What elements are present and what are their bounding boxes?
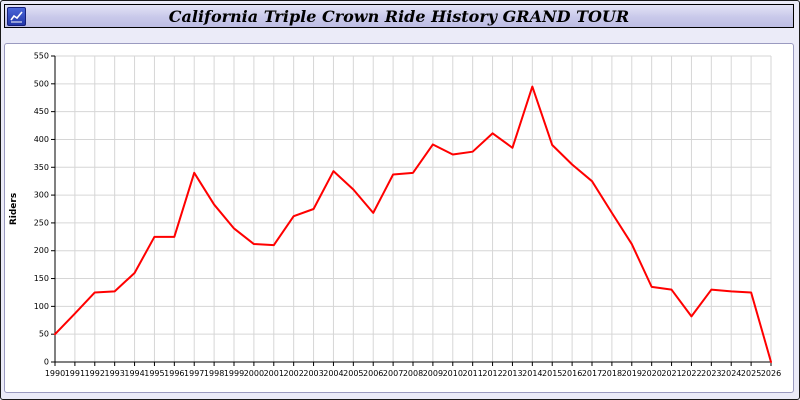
x-tick-label: 2015 [542, 369, 562, 378]
x-tick-label: 1998 [204, 369, 224, 378]
x-tick-label: 2023 [701, 369, 721, 378]
y-tick-label: 0 [44, 358, 49, 367]
x-tick-label: 2005 [343, 369, 363, 378]
x-tick-label: 2022 [681, 369, 701, 378]
series-line [54, 85, 772, 363]
page-title: California Triple Crown Ride History GRA… [168, 6, 630, 26]
x-tick-label: 1994 [124, 369, 144, 378]
x-tick-label: 2001 [264, 369, 284, 378]
y-tick-label: 150 [34, 274, 49, 283]
line-chart-icon [7, 6, 26, 26]
x-tick-label: 1992 [85, 369, 105, 378]
x-tick-label: 2019 [622, 369, 642, 378]
x-tick-label: 1991 [65, 369, 85, 378]
x-tick-label: 2006 [363, 369, 383, 378]
x-tick-label: 2021 [661, 369, 681, 378]
x-tick-label: 1990 [45, 369, 65, 378]
window-title-bar: California Triple Crown Ride History GRA… [4, 4, 794, 28]
y-tick-label: 300 [34, 191, 49, 200]
y-tick-label: 550 [34, 52, 49, 61]
x-tick-label: 2011 [462, 369, 482, 378]
y-tick-label: 100 [34, 302, 49, 311]
x-tick-label: 2012 [482, 369, 502, 378]
x-tick-label: 1993 [104, 369, 124, 378]
x-tick-label: 2013 [502, 369, 522, 378]
x-tick-label: 2014 [522, 369, 542, 378]
x-tick-label: 2000 [244, 369, 264, 378]
y-axis-label: Riders [9, 193, 19, 225]
x-tick-label: 2026 [761, 369, 781, 378]
y-tick-label: 400 [34, 135, 49, 144]
y-tick-label: 450 [34, 107, 49, 116]
x-tick-label: 2007 [383, 369, 403, 378]
chart-panel: 0 50 100 150 200 250 300 350 400 450 500 550 1990 199… [4, 43, 794, 393]
x-tick-label: 1997 [184, 369, 204, 378]
line-chart-icon-glyph [10, 10, 23, 22]
x-tick-label: 1996 [164, 369, 184, 378]
y-tick-label: 50 [39, 330, 49, 339]
x-tick-label: 2016 [562, 369, 582, 378]
x-tick-label: 2002 [283, 369, 303, 378]
x-tick-label: 2020 [641, 369, 661, 378]
x-tick-label: 2003 [303, 369, 323, 378]
y-tick-label: 350 [34, 163, 49, 172]
y-tick-label: 200 [34, 246, 49, 255]
x-tick-label: 2010 [443, 369, 463, 378]
x-tick-label: 2004 [323, 369, 343, 378]
y-tick-label: 500 [34, 79, 49, 88]
x-tick-label: 2018 [602, 369, 622, 378]
x-tick-label: 1995 [144, 369, 164, 378]
x-tick-label: 2009 [423, 369, 443, 378]
x-tick-label: 2008 [403, 369, 423, 378]
y-tick-label: 250 [34, 218, 49, 227]
x-tick-label: 2025 [741, 369, 761, 378]
x-tick-label: 1999 [224, 369, 244, 378]
x-tick-label: 2017 [582, 369, 602, 378]
x-tick-label: 2024 [721, 369, 741, 378]
